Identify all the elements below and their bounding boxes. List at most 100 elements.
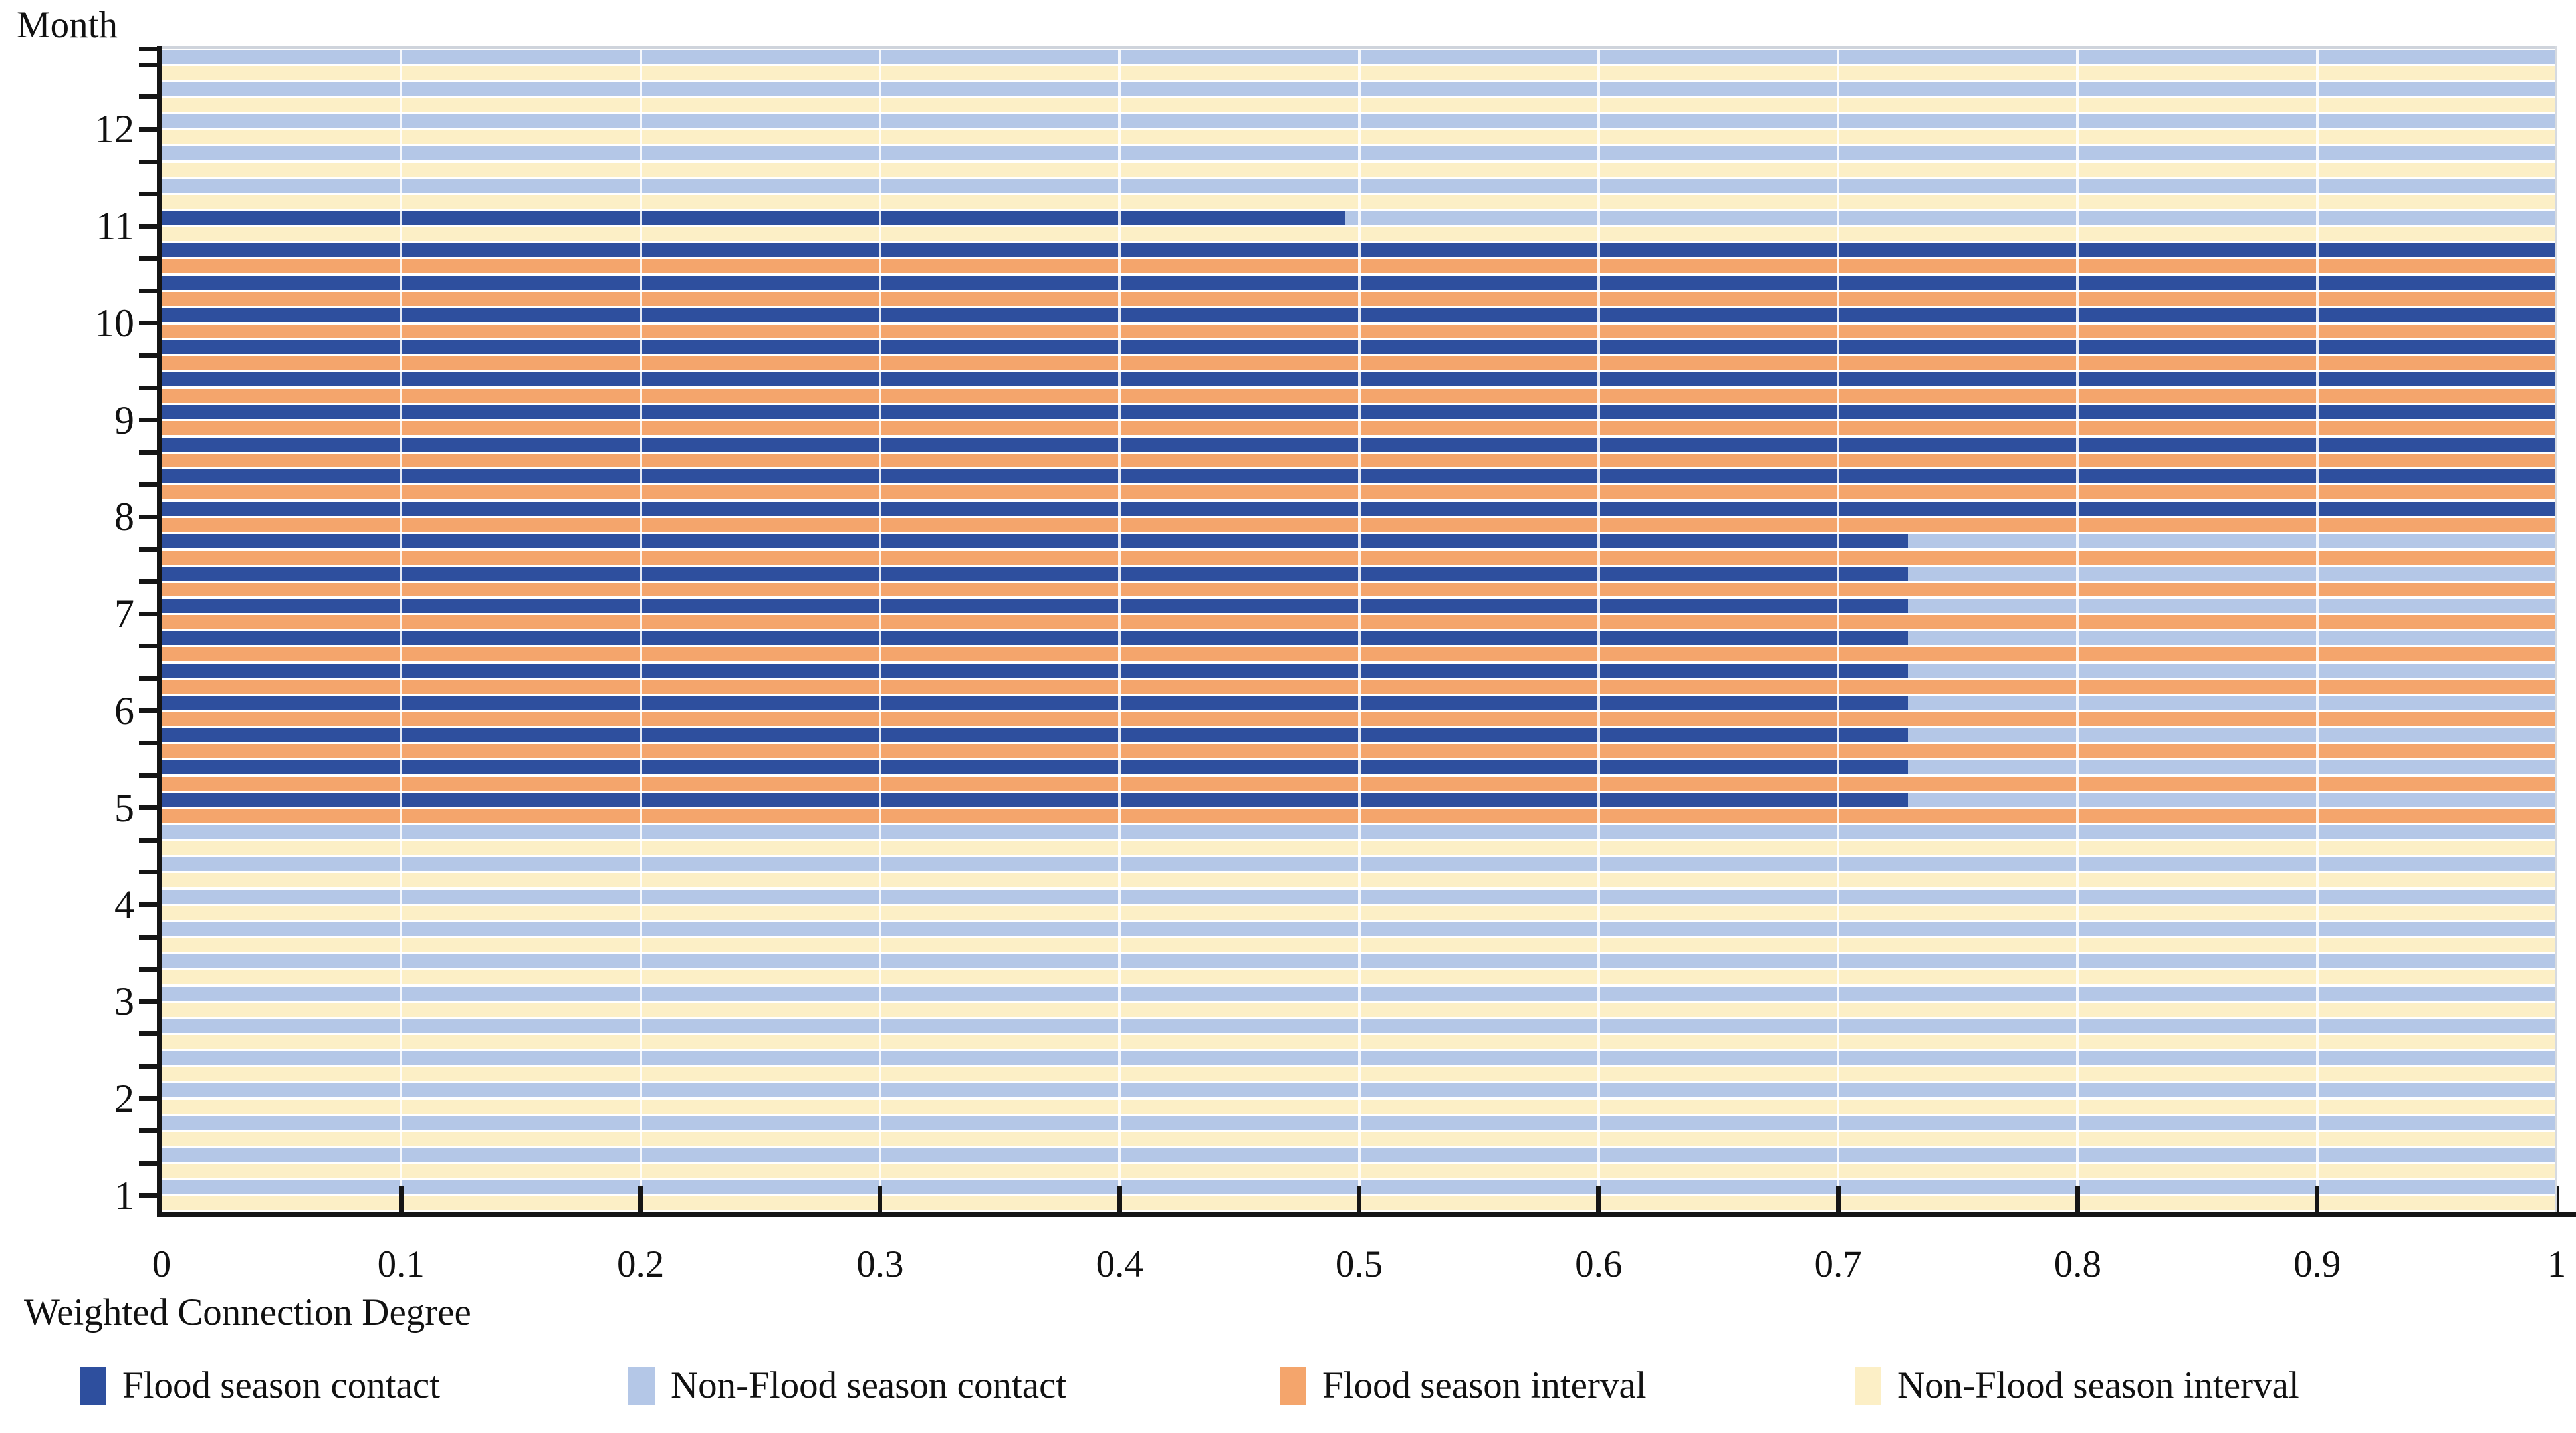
legend: Flood season contact Non-Flood season con… [0, 1365, 2576, 1411]
month-label: 4 [114, 882, 134, 927]
bar-segment-fc [162, 760, 1908, 775]
x-tick [398, 1186, 404, 1212]
x-axis-title: Weighted Connection Degree [24, 1291, 471, 1333]
y-tick [139, 902, 162, 907]
y-tick [139, 126, 162, 132]
y-tick [139, 967, 162, 972]
bar-segment-nfc [1907, 663, 2557, 678]
gridline [639, 49, 642, 1212]
y-tick [139, 94, 162, 100]
month-label: 11 [96, 204, 134, 249]
legend-label: Non-Flood season contact [671, 1365, 1067, 1406]
legend-item-fc: Flood season contact [80, 1365, 440, 1407]
month-label: 3 [114, 979, 134, 1024]
bar-segment-fc [162, 727, 1908, 742]
legend-label: Flood season interval [1322, 1365, 1647, 1406]
y-tick [139, 611, 162, 616]
plot-area [162, 49, 2557, 1212]
bar-row [162, 696, 2557, 710]
bar-row [162, 793, 2557, 807]
y-tick [139, 676, 162, 681]
month-label: 6 [114, 688, 134, 733]
y-tick [139, 1063, 162, 1069]
legend-label: Non-Flood season interval [1897, 1365, 2299, 1406]
x-tick-label: 0.2 [616, 1243, 665, 1285]
month-label: 10 [94, 301, 134, 345]
x-tick [2075, 1186, 2080, 1212]
y-tick [139, 644, 162, 649]
y-tick [139, 579, 162, 585]
x-tick-label: 0.7 [1814, 1243, 1862, 1285]
y-tick [139, 1128, 162, 1134]
bar-row [162, 727, 2557, 742]
legend-item-nfi: Non-Flood season interval [1855, 1365, 2299, 1407]
gridline [2076, 49, 2079, 1212]
bar-row [162, 760, 2557, 775]
gridline [878, 49, 881, 1212]
x-tick-label: 0.5 [1335, 1243, 1383, 1285]
y-tick [139, 1096, 162, 1101]
y-tick [139, 223, 162, 229]
bar-segment-fc [162, 566, 1908, 581]
month-label: 8 [114, 495, 134, 539]
plot-right-border [2555, 46, 2557, 1212]
y-tick [139, 482, 162, 487]
month-label: 5 [114, 785, 134, 830]
x-tick-label: 0.1 [377, 1243, 425, 1285]
bar-segment-nfc [1907, 727, 2557, 742]
bar-row [162, 566, 2557, 581]
bar-segment-nfc [1907, 793, 2557, 807]
bar-segment-fc [162, 631, 1908, 646]
legend-label: Flood season contact [122, 1365, 441, 1406]
x-tick-label: 0.9 [2293, 1243, 2341, 1285]
y-tick [139, 1160, 162, 1166]
x-tick [638, 1186, 644, 1212]
x-tick-label: 0.3 [856, 1243, 904, 1285]
y-tick [139, 450, 162, 455]
x-tick [1117, 1186, 1122, 1212]
bar-row [162, 663, 2557, 678]
y-tick [139, 159, 162, 164]
bar-segment-fc [162, 534, 1908, 549]
month-label: 2 [114, 1076, 134, 1120]
y-tick [139, 321, 162, 326]
y-tick [139, 708, 162, 714]
bar-row [162, 598, 2557, 613]
bar-row [162, 211, 2557, 225]
y-tick [139, 1193, 162, 1198]
y-axis-title: Month [17, 4, 118, 46]
x-tick-label: 0.6 [1575, 1243, 1623, 1285]
x-tick-label: 0.8 [2053, 1243, 2102, 1285]
y-tick [139, 514, 162, 519]
x-tick [878, 1186, 883, 1212]
x-tick [1835, 1186, 1841, 1212]
bar-segment-fc [162, 211, 1345, 225]
bar-segment-fc [162, 696, 1908, 710]
plot-top-border [162, 46, 2557, 49]
bar-segment-nfc [1344, 211, 2557, 225]
y-tick [139, 385, 162, 390]
y-tick [139, 1031, 162, 1037]
bar-segment-fc [162, 793, 1908, 807]
bar-segment-nfc [1907, 566, 2557, 581]
x-tick-label: 0.4 [1096, 1243, 1143, 1285]
bar-segment-nfc [1907, 631, 2557, 646]
y-tick [139, 288, 162, 293]
bar-segment-fc [162, 598, 1908, 613]
bar-segment-nfc [1907, 534, 2557, 549]
gridline [1837, 49, 1840, 1212]
bar-row [162, 534, 2557, 549]
y-tick [139, 547, 162, 552]
x-tick-label: 0 [152, 1243, 172, 1285]
month-label: 12 [94, 107, 134, 152]
bar-segment-nfc [1907, 696, 2557, 710]
x-tick [1357, 1186, 1361, 1212]
y-tick [139, 934, 162, 940]
x-axis-spine [157, 1212, 2576, 1217]
month-label: 7 [114, 592, 134, 636]
y-tick [139, 46, 162, 51]
bar-segment-nfc [1907, 760, 2557, 775]
y-tick [139, 805, 162, 811]
legend-swatch-fi [1280, 1367, 1306, 1405]
